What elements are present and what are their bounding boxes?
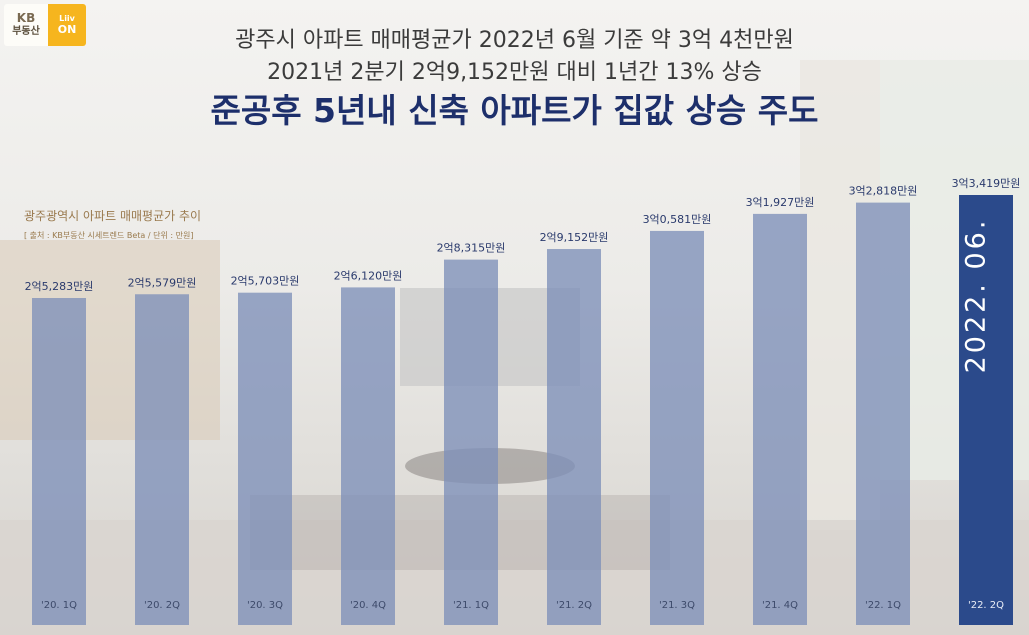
data-label: 2억8,315만원 — [437, 242, 506, 255]
logo-liiv-text: Liiv — [59, 14, 75, 23]
highlight-date-label-box: 2022. 06. — [950, 200, 1001, 390]
category-label: '20. 4Q — [350, 600, 386, 611]
data-label: 3억1,927만원 — [746, 196, 815, 209]
headline-line1: 광주시 아파트 매매평균가 2022년 6월 기준 약 3억 4천만원 — [235, 28, 794, 53]
bar — [547, 249, 601, 626]
category-label: '21. 3Q — [659, 600, 695, 611]
data-label: 3억0,581만원 — [643, 213, 712, 226]
data-label: 2억5,283만원 — [25, 280, 94, 293]
headline-line2: 2021년 2분기 2억9,152만원 대비 1년간 13% 상승 — [267, 60, 762, 85]
data-label: 2억6,120만원 — [334, 269, 403, 282]
category-label: '21. 4Q — [762, 600, 798, 611]
bar — [959, 195, 1013, 625]
category-label: '22. 2Q — [968, 600, 1004, 611]
chart-source: [ 출처 : KB부동산 시세트렌드 Beta / 단위 : 만원] — [24, 231, 194, 240]
bar — [238, 292, 292, 625]
kb-logo: KB 부동산 — [4, 4, 48, 46]
logo-kb-text: KB — [16, 11, 36, 25]
logo: KB 부동산 Liiv ON — [4, 4, 86, 46]
bar — [444, 259, 498, 625]
headline-main: 준공후 5년내 신축 아파트가 집값 상승 주도 — [210, 91, 819, 130]
liiv-on-logo: Liiv ON — [48, 4, 86, 46]
bar — [32, 298, 86, 625]
category-label: '20. 3Q — [247, 600, 283, 611]
data-label: 2억9,152만원 — [540, 231, 609, 244]
bar — [135, 294, 189, 625]
logo-on-text: ON — [57, 23, 77, 36]
data-label: 2억5,703만원 — [231, 275, 300, 288]
category-label: '21. 1Q — [453, 600, 489, 611]
category-label: '20. 2Q — [144, 600, 180, 611]
category-label: '22. 1Q — [865, 600, 901, 611]
chart-title: 광주광역시 아파트 매매평균가 추이 — [24, 209, 202, 223]
category-label: '21. 2Q — [556, 600, 592, 611]
bar — [650, 230, 704, 625]
bar — [856, 202, 910, 626]
bar — [753, 213, 807, 625]
bar — [341, 287, 395, 625]
highlight-date-label: 2022. 06. — [960, 217, 992, 373]
logo-kb-sub-text: 부동산 — [12, 26, 40, 37]
data-label: 3억2,818만원 — [849, 185, 918, 198]
data-label: 3억3,419만원 — [952, 177, 1021, 190]
category-label: '20. 1Q — [41, 600, 77, 611]
data-label: 2억5,579만원 — [128, 276, 197, 289]
